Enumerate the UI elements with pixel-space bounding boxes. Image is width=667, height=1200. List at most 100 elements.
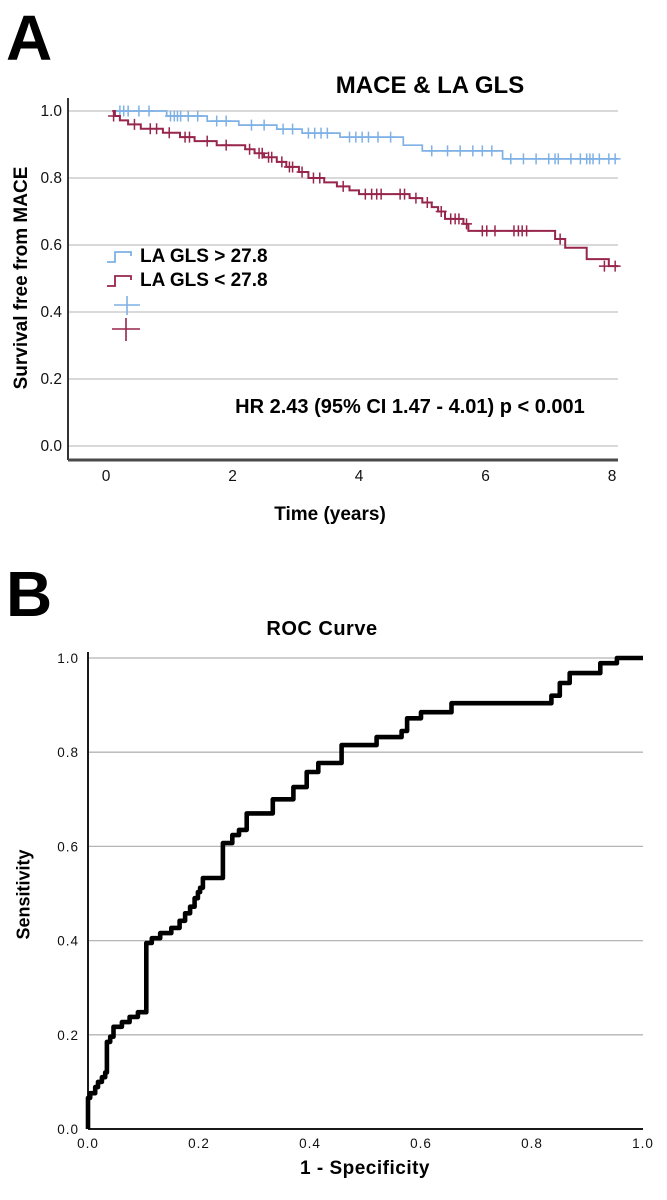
- roc-x-tick-label: 1.0: [632, 1136, 654, 1151]
- km-censor-mark: [151, 123, 163, 135]
- km-censor-mark: [244, 143, 256, 155]
- km-x-tick-label: 4: [355, 468, 364, 485]
- roc-chart-title: ROC Curve: [266, 618, 378, 640]
- roc-y-tick-label: 0.2: [57, 1028, 79, 1043]
- km-censor-mark: [122, 105, 134, 117]
- km-legend-item-low: LA GLS < 27.8: [106, 270, 268, 290]
- roc-x-tick-label: 0.4: [299, 1136, 321, 1151]
- km-censor-mark: [287, 123, 299, 135]
- km-censor-mark: [505, 153, 517, 165]
- km-censor-mark: [521, 225, 533, 237]
- km-y-tick-label: 0.2: [40, 371, 62, 388]
- km-censor-mark: [266, 151, 278, 163]
- roc-y-tick-label: 1.0: [57, 651, 79, 666]
- km-y-tick-label: 0.0: [40, 438, 62, 455]
- km-y-tick-label: 1.0: [40, 103, 62, 120]
- km-censor-mark: [609, 260, 621, 272]
- km-y-axis-title: Survival free from MACE: [11, 166, 32, 390]
- km-censor-mark: [565, 153, 577, 165]
- km-censor-mark: [375, 188, 387, 200]
- km-censor-mark: [183, 131, 195, 143]
- km-censor-mark: [598, 260, 610, 272]
- km-censor-mark: [182, 110, 194, 122]
- panel-a-label: A: [6, 2, 52, 74]
- km-censor-mark: [399, 188, 411, 200]
- km-legend-label-high: LA GLS > 27.8: [140, 245, 268, 267]
- km-censor-mark: [321, 127, 333, 139]
- roc-x-tick-label: 0.2: [188, 1136, 210, 1151]
- km-x-tick-label: 6: [481, 468, 490, 485]
- km-censor-mark: [143, 105, 155, 117]
- km-censor-mark: [476, 145, 488, 157]
- km-curve-low-gls: [112, 110, 619, 268]
- km-censor-mark: [337, 180, 349, 192]
- km-x-axis-title: Time (years): [274, 504, 386, 525]
- legend-line-icon: [107, 275, 132, 287]
- km-censor-mark: [276, 156, 288, 168]
- km-censor-mark-icon-high: [114, 296, 140, 315]
- km-legend-step-icon-low: [107, 275, 132, 287]
- km-censor-mark-icon-low: [112, 318, 140, 341]
- km-censor-mark: [296, 166, 308, 178]
- km-censor-mark: [421, 196, 433, 208]
- km-censor-mark: [287, 161, 299, 173]
- km-censor-mark: [245, 119, 257, 131]
- km-censor-mark: [461, 218, 473, 230]
- km-censor-mark: [426, 145, 438, 157]
- km-censor-mark: [517, 153, 529, 165]
- km-legend-step-icon-high: [107, 251, 132, 263]
- km-censor-mark: [372, 131, 384, 143]
- km-censor-mark: [467, 145, 479, 157]
- roc-x-axis-title: 1 - Specificity: [300, 1158, 430, 1179]
- roc-x-tick-label: 0.6: [410, 1136, 432, 1151]
- km-censor-mark: [256, 147, 268, 159]
- km-curve-high-gls: [113, 110, 619, 160]
- km-censor-mark: [609, 153, 621, 165]
- km-hr-annotation: HR 2.43 (95% CI 1.47 - 4.01) p < 0.001: [235, 396, 585, 418]
- km-chart-title: MACE & LA GLS: [335, 72, 525, 99]
- km-censor-mark: [454, 145, 466, 157]
- km-censor-mark: [530, 153, 542, 165]
- km-censor-mark: [593, 153, 605, 165]
- roc-y-tick-label: 0.6: [57, 839, 79, 854]
- panel-b-label: B: [6, 558, 52, 630]
- km-censor-mark: [220, 139, 232, 151]
- roc-y-tick-label: 0.8: [57, 745, 79, 760]
- km-y-tick-label: 0.6: [40, 237, 62, 254]
- km-censor-mark: [554, 233, 566, 245]
- km-censor-mark: [220, 115, 232, 127]
- km-censor-mark: [314, 172, 326, 184]
- legend-line-icon: [107, 251, 132, 263]
- km-censor-mark: [442, 145, 454, 157]
- km-censor-mark: [192, 110, 204, 122]
- km-censor-mark: [453, 213, 465, 225]
- roc-y-tick-label: 0.0: [57, 1122, 79, 1137]
- km-x-tick-label: 8: [608, 468, 617, 485]
- km-x-tick-label: 2: [228, 468, 237, 485]
- km-legend-item-high: LA GLS > 27.8: [106, 246, 268, 266]
- km-censor-mark: [435, 206, 447, 217]
- plus-icon: [114, 296, 140, 315]
- km-censor-mark: [410, 192, 422, 204]
- km-censor-mark: [277, 123, 289, 135]
- roc-x-tick-label: 0.8: [521, 1136, 543, 1151]
- roc-curve: [85, 655, 643, 1129]
- km-x-tick-label: 0: [102, 468, 111, 485]
- roc-y-axis-title: Sensitivity: [13, 849, 34, 940]
- km-legend-label-low: LA GLS < 27.8: [140, 269, 268, 291]
- roc-x-tick-label: 0.0: [77, 1136, 99, 1151]
- km-y-tick-label: 0.4: [40, 304, 62, 321]
- km-censor-mark: [133, 105, 145, 117]
- km-censor-mark: [258, 119, 270, 131]
- roc-y-tick-label: 0.4: [57, 934, 79, 949]
- km-censor-mark: [201, 135, 213, 147]
- km-censor-mark: [385, 131, 397, 143]
- km-censor-mark: [128, 118, 140, 130]
- km-censor-mark: [211, 115, 223, 127]
- plus-icon: [112, 318, 140, 341]
- km-censor-mark: [362, 131, 374, 143]
- km-censor-mark: [489, 225, 501, 237]
- km-censor-mark: [108, 110, 120, 122]
